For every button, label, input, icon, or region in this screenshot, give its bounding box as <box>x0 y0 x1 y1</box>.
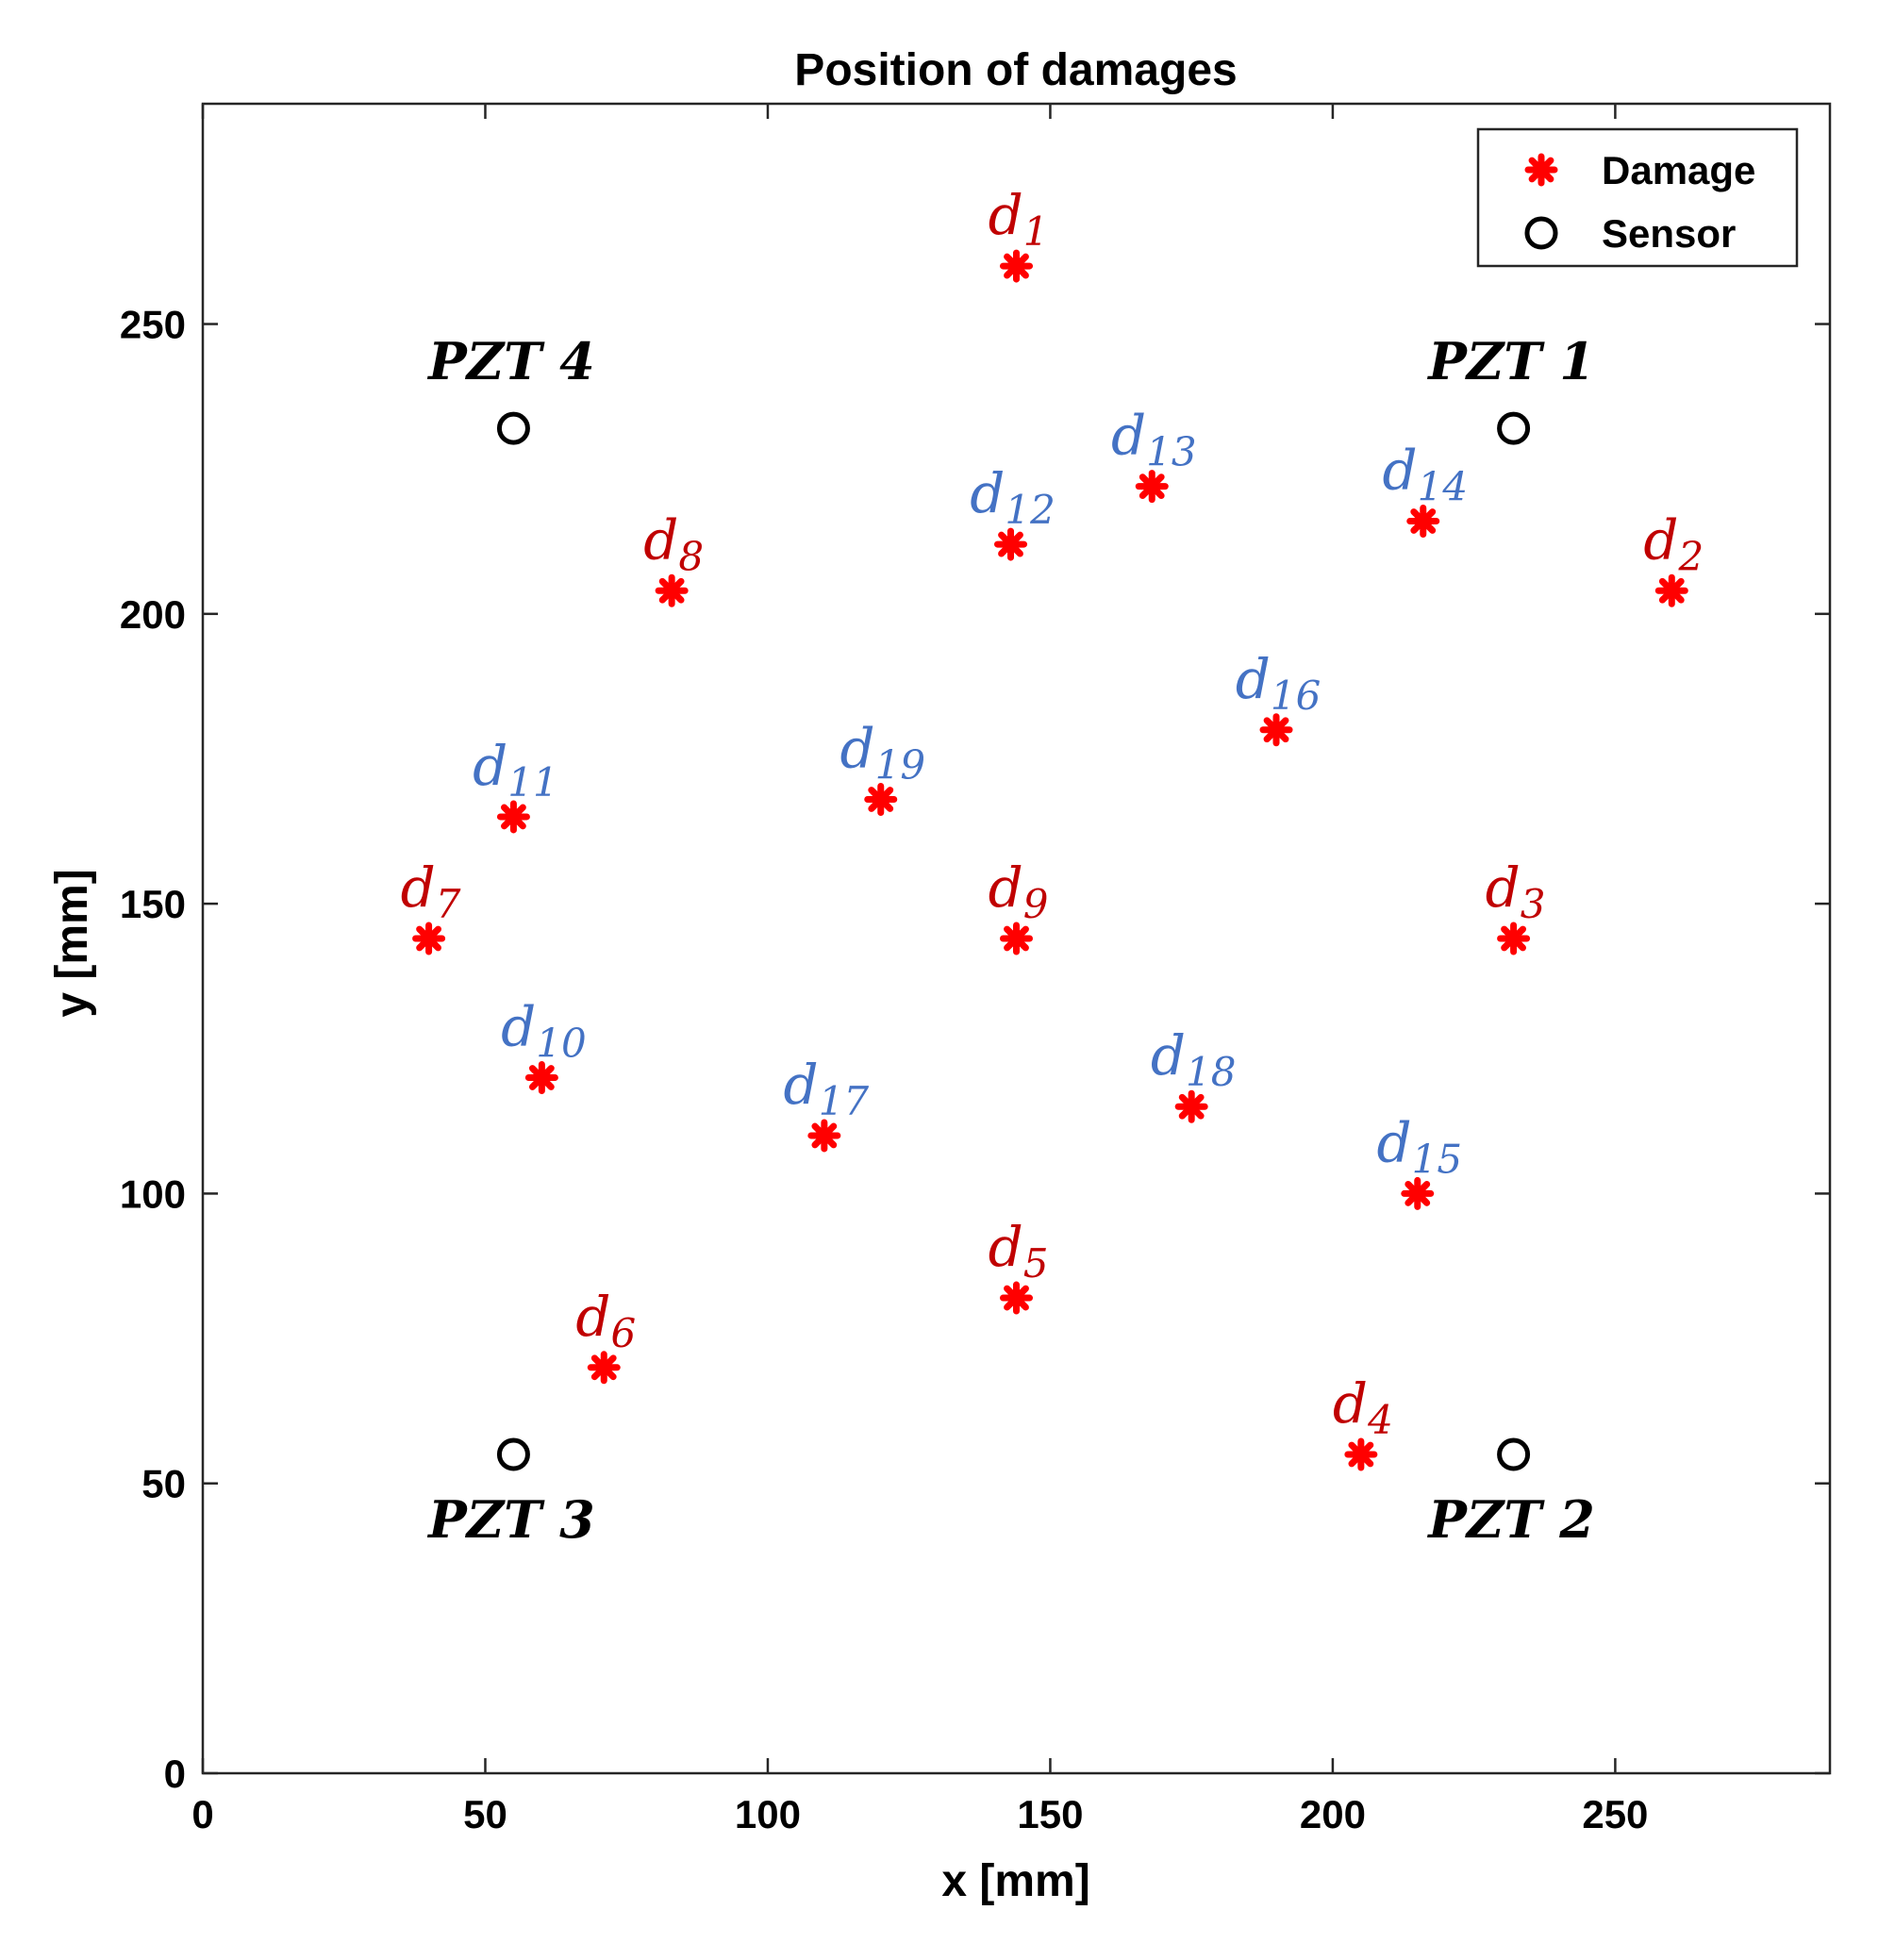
damage-label-d10: d10 <box>501 995 587 1067</box>
damage-marker-d16 <box>1259 713 1293 747</box>
damage-marker-d13 <box>1135 470 1169 504</box>
sensor-marker-pzt2 <box>1497 1437 1531 1471</box>
axis-ticks: 0 50 100 150 200 250 0 50 100 150 200 250 <box>120 104 1830 1836</box>
y-tick-label: 250 <box>120 303 186 347</box>
damage-marker-d11 <box>496 800 530 834</box>
sensor-label-pzt1: PZT 1 <box>1426 331 1595 391</box>
damage-label-d8: d8 <box>643 507 704 579</box>
damage-marker-d10 <box>524 1061 558 1094</box>
sensor-label-pzt3: PZT 3 <box>426 1489 595 1550</box>
damage-marker-d19 <box>864 783 898 816</box>
sensor-label-pzt2: PZT 2 <box>1426 1489 1595 1550</box>
damage-marker-d12 <box>994 527 1028 561</box>
damage-label-d3: d3 <box>1486 855 1546 927</box>
damage-label-d1: d1 <box>989 183 1049 255</box>
y-tick-label: 100 <box>120 1171 186 1216</box>
plot-axes <box>201 102 1832 1775</box>
data-marks: d1 d2 d3 d4 d5 d6 d7 d8 d9 d10 d11 d12 d13 d14 d15 d16 d… <box>401 183 1704 1550</box>
y-tick-label: 0 <box>164 1752 186 1796</box>
damage-marker-d2 <box>1654 573 1688 607</box>
legend-sensor-icon <box>1524 216 1558 250</box>
x-tick-label: 150 <box>1017 1792 1083 1836</box>
legend-damage-icon <box>1524 153 1558 187</box>
damage-marker-d17 <box>807 1119 841 1153</box>
x-axis-label: x [mm] <box>941 1856 1089 1906</box>
sensor-label-pzt4: PZT 4 <box>426 331 595 391</box>
damage-label-d15: d15 <box>1376 1110 1462 1182</box>
legend-label-damage: Damage <box>1602 148 1755 192</box>
damage-marker-d14 <box>1406 505 1440 538</box>
damage-label-d2: d2 <box>1643 507 1704 579</box>
chart-title: Position of damages <box>794 45 1237 95</box>
x-tick-label: 100 <box>735 1792 801 1836</box>
damage-marker-d8 <box>655 573 689 607</box>
damage-label-d4: d4 <box>1333 1371 1393 1443</box>
damage-marker-d7 <box>412 922 446 955</box>
damage-marker-d4 <box>1344 1437 1378 1471</box>
damage-label-d13: d13 <box>1111 404 1197 475</box>
y-tick-label: 150 <box>120 882 186 926</box>
damage-marker-d6 <box>587 1351 621 1385</box>
damage-label-d12: d12 <box>970 461 1056 533</box>
damage-label-d16: d16 <box>1236 647 1322 719</box>
damage-marker-d1 <box>1000 249 1033 283</box>
damage-label-d7: d7 <box>401 855 461 927</box>
y-tick-label: 200 <box>120 592 186 637</box>
y-tick-label: 50 <box>141 1462 186 1506</box>
x-tick-label: 250 <box>1582 1792 1648 1836</box>
sensor-marker-pzt4 <box>496 411 530 445</box>
x-tick-label: 0 <box>191 1792 213 1836</box>
damage-label-d19: d19 <box>839 717 925 789</box>
damage-label-d14: d14 <box>1382 439 1468 510</box>
damage-label-d9: d9 <box>989 855 1049 927</box>
sensor-marker-pzt1 <box>1497 411 1531 445</box>
x-tick-label: 200 <box>1300 1792 1366 1836</box>
damage-label-d17: d17 <box>784 1053 870 1124</box>
plot-frame <box>201 102 1832 1775</box>
x-tick-label: 50 <box>463 1792 507 1836</box>
damage-label-d5: d5 <box>989 1215 1049 1287</box>
damage-marker-d18 <box>1174 1089 1208 1123</box>
damage-marker-d5 <box>1000 1281 1033 1315</box>
damage-label-d6: d6 <box>575 1285 636 1356</box>
legend-label-sensor: Sensor <box>1602 211 1736 256</box>
sensor-marker-pzt3 <box>496 1437 530 1471</box>
damage-label-d18: d18 <box>1151 1023 1237 1095</box>
y-axis-label: y [mm] <box>47 869 97 1017</box>
damage-marker-d15 <box>1401 1176 1435 1210</box>
legend: Damage Sensor <box>1476 127 1799 268</box>
damage-marker-d9 <box>1000 922 1033 955</box>
damage-label-d11: d11 <box>473 734 558 806</box>
damage-marker-d3 <box>1497 922 1531 955</box>
